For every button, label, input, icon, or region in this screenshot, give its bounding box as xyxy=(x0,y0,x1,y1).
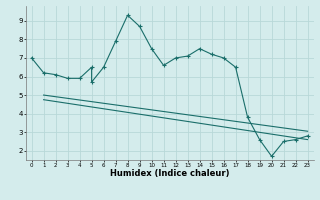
X-axis label: Humidex (Indice chaleur): Humidex (Indice chaleur) xyxy=(110,169,229,178)
